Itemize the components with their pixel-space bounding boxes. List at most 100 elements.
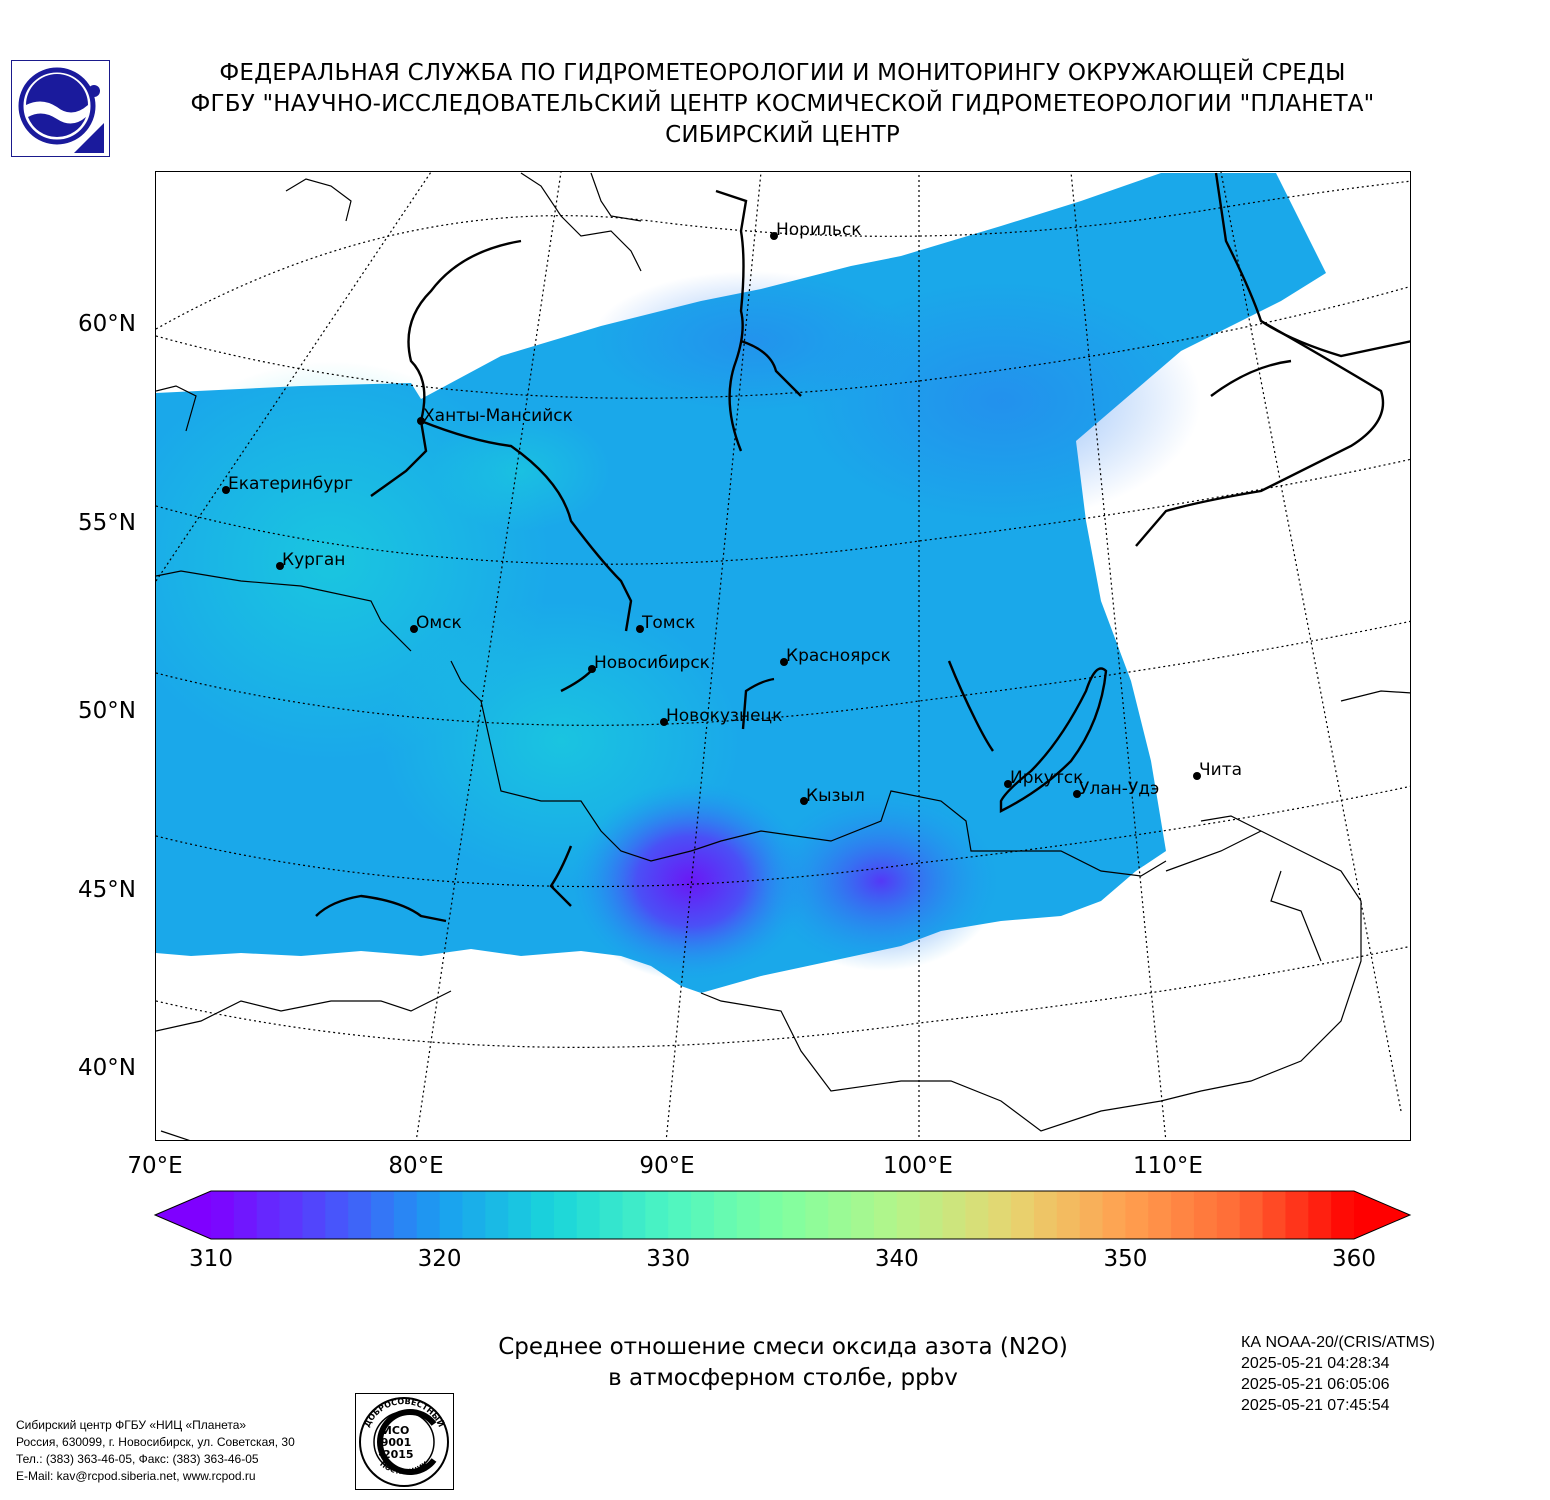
colorbar-tick-310: 310 <box>189 1246 233 1272</box>
city-irkutsk: Иркутск <box>1004 768 1083 788</box>
lon-label-110: 110°E <box>1133 1153 1203 1179</box>
colorbar-segment <box>965 1191 989 1239</box>
colorbar-segment <box>531 1191 555 1239</box>
colorbar-segment <box>1125 1191 1149 1239</box>
colorbar-tick-340: 340 <box>874 1246 919 1272</box>
svg-text:Ханты-Мансийск: Ханты-Мансийск <box>423 406 573 426</box>
colorbar-tick-320: 320 <box>417 1246 462 1272</box>
lat-label-40: 40°N <box>78 1055 136 1081</box>
header-line-2: ФГБУ "НАУЧНО-ИССЛЕДОВАТЕЛЬСКИЙ ЦЕНТР КОС… <box>190 91 1375 117</box>
city-novosibirsk: Новосибирск <box>588 653 710 673</box>
coastlines <box>156 172 1410 1140</box>
iso-badge: ДОБРОСОВЕСТНЫЙ ПОСТАВЩИК ИСО 9001 -2015 <box>355 1393 454 1490</box>
svg-text:Кызыл: Кызыл <box>806 786 865 806</box>
colorbar-segment <box>599 1191 624 1239</box>
colorbar-segment <box>553 1191 578 1239</box>
longitude-lines <box>156 172 1402 1140</box>
lon-label-80: 80°E <box>388 1153 444 1179</box>
colorbar-segment <box>645 1191 669 1239</box>
lon-label-100: 100°E <box>883 1153 953 1179</box>
svg-text:Томск: Томск <box>641 613 695 633</box>
colorbar-segment <box>713 1191 738 1239</box>
cities-layer: Норильск Ханты-Мансийск Екатеринбург Кур… <box>222 220 1242 806</box>
colorbar-segment <box>873 1191 898 1239</box>
n2o-map: Норильск Ханты-Мансийск Екатеринбург Кур… <box>156 172 1410 1140</box>
colorbar-segment <box>1148 1191 1172 1239</box>
city-chita: Чита <box>1193 760 1242 780</box>
colorbar-segment <box>508 1191 532 1239</box>
city-yekaterinburg: Екатеринбург <box>222 474 353 494</box>
svg-text:Красноярск: Красноярск <box>786 646 891 666</box>
planeta-logo <box>11 60 110 157</box>
lat-label-45: 45°N <box>78 877 136 903</box>
colorbar-segment <box>439 1191 464 1239</box>
map-frame: Норильск Ханты-Мансийск Екатеринбург Кур… <box>155 171 1411 1141</box>
caption-line-1: Среднее отношение смеси оксида азота (N2… <box>498 1334 1068 1360</box>
contact-line-2: Россия, 630099, г. Новосибирск, ул. Сове… <box>16 1435 295 1449</box>
colorbar-segment <box>1239 1191 1264 1239</box>
colorbar-segment <box>851 1191 875 1239</box>
lat-label-50: 50°N <box>78 698 136 724</box>
contact-line-4: E-Mail: kav@rcpod.siberia.net, www.rcpod… <box>16 1469 256 1483</box>
city-khanty-mansiysk: Ханты-Мансийск <box>417 406 573 426</box>
colorbar-extend-max <box>1354 1191 1410 1239</box>
latitude-lines <box>156 180 1410 1048</box>
colorbar-tick-360: 360 <box>1332 1246 1376 1272</box>
low-n2o-region-2 <box>761 791 1001 971</box>
lat-label-60: 60°N <box>78 311 136 337</box>
colorbar-segment <box>325 1191 349 1239</box>
colorbar-segment <box>1331 1191 1355 1239</box>
colorbar-segment <box>1216 1191 1241 1239</box>
colorbar-segment <box>1285 1191 1309 1239</box>
svg-text:Норильск: Норильск <box>776 220 862 240</box>
colorbar-segment <box>1262 1191 1287 1239</box>
satellite-info: КА NOAA-20/(CRIS/ATMS) 2025-05-21 04:28:… <box>1241 1332 1435 1416</box>
colorbar-segment <box>371 1191 395 1239</box>
contact-info: Сибирский центр ФГБУ «НИЦ «Планета» Росс… <box>16 1417 295 1485</box>
header-line-3: СИБИРСКИЙ ЦЕНТР <box>665 122 900 148</box>
pass-time-2: 2025-05-21 06:05:06 <box>1241 1376 1390 1393</box>
colorbar-segment <box>1308 1191 1332 1239</box>
svg-text:-2015: -2015 <box>378 1448 413 1461</box>
colorbar-segment <box>302 1191 326 1239</box>
colorbar-segment <box>759 1191 784 1239</box>
city-novokuznetsk: Новокузнецк <box>660 706 782 726</box>
colorbar-segment <box>485 1191 509 1239</box>
colorbar-extend-min <box>155 1191 211 1239</box>
lon-label-70: 70°E <box>127 1153 183 1179</box>
colorbar-segment <box>1011 1191 1035 1239</box>
colorbar-segment <box>1102 1191 1126 1239</box>
city-kurgan: Курган <box>276 550 345 570</box>
blue-region-norilsk <box>591 271 911 411</box>
map-caption: Среднее отношение смеси оксида азота (N2… <box>380 1332 1186 1394</box>
lat-label-55: 55°N <box>78 510 136 536</box>
svg-text:Новосибирск: Новосибирск <box>594 653 710 673</box>
svg-text:Курган: Курган <box>282 550 345 570</box>
colorbar-segment <box>896 1191 921 1239</box>
colorbar-segment <box>1033 1191 1058 1239</box>
colorbar-segment <box>988 1191 1012 1239</box>
svg-text:9001: 9001 <box>381 1436 412 1449</box>
svg-text:Омск: Омск <box>416 613 462 633</box>
colorbar-segment <box>1171 1191 1195 1239</box>
colorbar-segment <box>233 1191 258 1239</box>
colorbar-segment <box>828 1191 852 1239</box>
colorbar-segment <box>805 1191 829 1239</box>
city-omsk: Омск <box>410 613 462 633</box>
colorbar-segment <box>256 1191 281 1239</box>
lon-label-90: 90°E <box>639 1153 695 1179</box>
city-ulan-ude: Улан-Удэ <box>1073 779 1159 799</box>
svg-text:Екатеринбург: Екатеринбург <box>228 474 353 494</box>
colorbar-segment <box>782 1191 806 1239</box>
colorbar-segment <box>942 1191 966 1239</box>
svg-text:Иркутск: Иркутск <box>1010 768 1083 788</box>
colorbar-segment <box>279 1191 304 1239</box>
colorbar-segment <box>1193 1191 1218 1239</box>
colorbar-segment <box>576 1191 601 1239</box>
low-n2o-region-1 <box>571 781 811 981</box>
colorbar <box>153 1190 1412 1240</box>
satellite-name: КА NOAA-20/(CRIS/ATMS) <box>1241 1334 1435 1351</box>
contact-line-1: Сибирский центр ФГБУ «НИЦ «Планета» <box>16 1418 247 1432</box>
svg-text:ИСО: ИСО <box>383 1424 410 1437</box>
colorbar-tick-330: 330 <box>646 1246 691 1272</box>
